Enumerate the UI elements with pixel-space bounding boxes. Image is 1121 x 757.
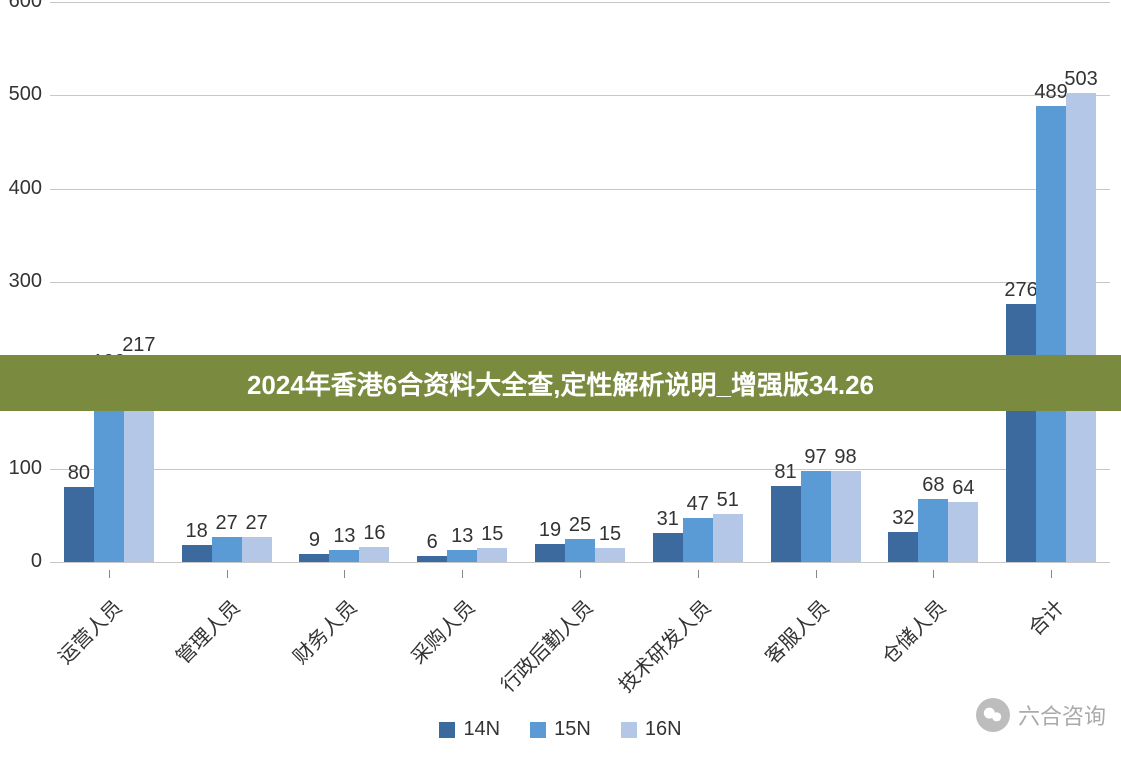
bar-value-label: 503: [1061, 68, 1101, 91]
bar: [771, 486, 801, 562]
bar: [359, 547, 389, 562]
category-label: 管理人员: [168, 592, 245, 669]
category-label: 采购人员: [403, 592, 480, 669]
y-tick-label: 300: [9, 270, 42, 293]
legend-swatch: [530, 722, 546, 738]
y-tick-label: 400: [9, 177, 42, 200]
bar: [329, 550, 359, 562]
x-tick: [816, 570, 817, 578]
bar: [1036, 106, 1066, 562]
bar: [683, 518, 713, 562]
bar: [713, 514, 743, 562]
plot-area: 0100200300400500600801992171827279131661…: [50, 2, 1110, 562]
bar: [447, 550, 477, 562]
chart-container: 0100200300400500600801992171827279131661…: [0, 0, 1121, 757]
bar-value-label: 15: [472, 523, 512, 546]
x-tick: [580, 570, 581, 578]
x-tick: [698, 570, 699, 578]
bar-value-label: 276: [1001, 279, 1041, 302]
x-tick: [109, 570, 110, 578]
x-tick: [1051, 570, 1052, 578]
bar: [831, 471, 861, 562]
grid-line: [50, 189, 1110, 190]
legend-label: 16N: [645, 718, 682, 741]
bar: [801, 471, 831, 562]
y-tick-label: 0: [31, 550, 42, 573]
bar: [64, 487, 94, 562]
bar: [948, 502, 978, 562]
grid-line: [50, 469, 1110, 470]
bar-value-label: 80: [59, 462, 99, 485]
grid-line: [50, 95, 1110, 96]
x-tick: [344, 570, 345, 578]
legend-item: 16N: [621, 718, 682, 741]
category-label: 财务人员: [286, 592, 363, 669]
bar: [888, 532, 918, 562]
legend-item: 15N: [530, 718, 591, 741]
y-tick-label: 100: [9, 457, 42, 480]
category-label: 行政后勤人员: [493, 592, 598, 697]
bar-value-label: 27: [237, 512, 277, 535]
bar-value-label: 16: [354, 522, 394, 545]
grid-line: [50, 282, 1110, 283]
bar: [212, 537, 242, 562]
category-label: 仓储人员: [875, 592, 952, 669]
y-tick-label: 600: [9, 0, 42, 13]
grid-line: [50, 562, 1110, 563]
legend-swatch: [621, 722, 637, 738]
bar: [653, 533, 683, 562]
bar: [1066, 93, 1096, 562]
legend-label: 15N: [554, 718, 591, 741]
bar-value-label: 32: [883, 507, 923, 530]
watermark: 六合咨询: [976, 698, 1106, 732]
category-label: 运营人员: [50, 592, 127, 669]
x-tick: [227, 570, 228, 578]
bar-value-label: 15: [590, 523, 630, 546]
grid-line: [50, 2, 1110, 3]
bar: [535, 544, 565, 562]
bar: [299, 554, 329, 562]
bar-value-label: 51: [708, 489, 748, 512]
bar: [477, 548, 507, 562]
bar: [417, 556, 447, 562]
bar: [182, 545, 212, 562]
x-tick: [933, 570, 934, 578]
wechat-icon: [976, 698, 1010, 732]
legend-item: 14N: [439, 718, 500, 741]
bar-value-label: 98: [826, 446, 866, 469]
x-tick: [462, 570, 463, 578]
bar-value-label: 64: [943, 477, 983, 500]
bar: [1006, 304, 1036, 562]
legend-swatch: [439, 722, 455, 738]
x-axis-area: 运营人员管理人员财务人员采购人员行政后勤人员技术研发人员客服人员仓储人员合计: [50, 570, 1110, 680]
legend: 14N 15N 16N: [0, 718, 1121, 744]
bar: [918, 499, 948, 562]
y-tick-label: 500: [9, 83, 42, 106]
legend-label: 14N: [463, 718, 500, 741]
overlay-banner: 2024年香港6合资料大全查,定性解析说明_增强版34.26: [0, 355, 1121, 411]
overlay-text: 2024年香港6合资料大全查,定性解析说明_增强版34.26: [247, 365, 874, 402]
category-label: 技术研发人员: [611, 592, 716, 697]
bar: [595, 548, 625, 562]
watermark-text: 六合咨询: [1018, 699, 1106, 731]
bar: [242, 537, 272, 562]
category-label: 客服人员: [757, 592, 834, 669]
category-label: 合计: [1021, 592, 1070, 641]
